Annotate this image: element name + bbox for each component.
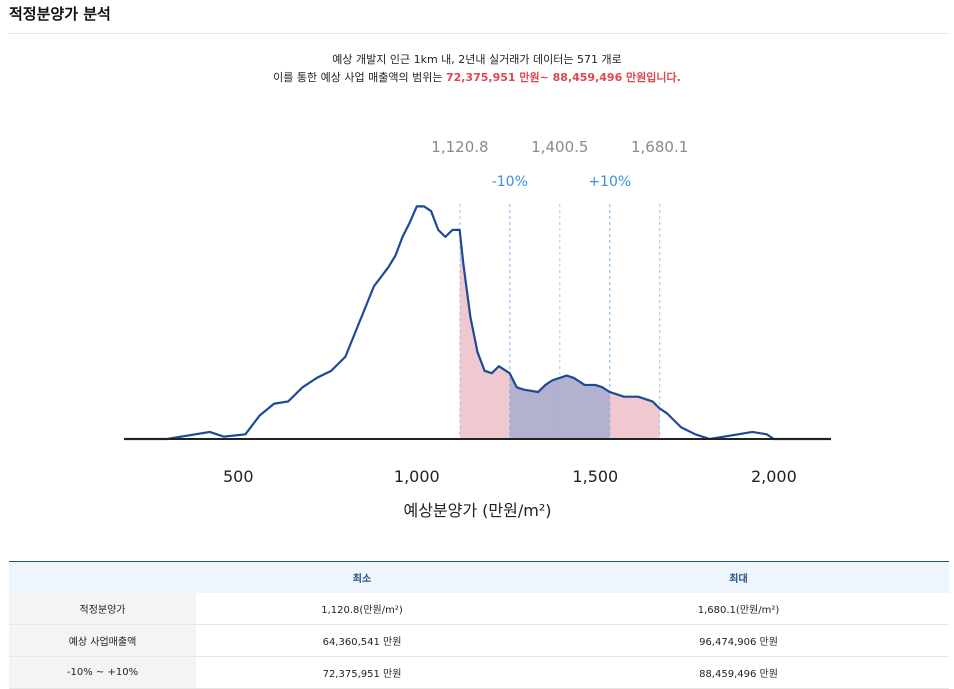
row-label: 적정분양가 bbox=[9, 593, 196, 625]
density-chart: 1,120.8 1,400.5 1,680.1 -10% +10% 500 1,000 1,5… bbox=[124, 138, 831, 520]
max-price-label: 1,680.1 bbox=[631, 138, 688, 156]
x-axis-title: 예상분양가 (만원/m²) bbox=[403, 501, 551, 520]
plus-10-label: +10% bbox=[588, 174, 631, 190]
analysis-table: 최소 최대 적정분양가 1,120.8(만원/m²) 1,680.1(만원/m²… bbox=[9, 561, 949, 689]
row-max-value: 1,680.1(만원/m²) bbox=[528, 593, 949, 625]
revenue-range-highlight: 72,375,951 만원~ 88,459,496 만원입니다. bbox=[445, 71, 681, 84]
plus-minus-10-area bbox=[509, 373, 610, 439]
x-tick-label: 500 bbox=[223, 467, 254, 486]
minus-10-label: -10% bbox=[492, 174, 528, 190]
table-row: 적정분양가 1,120.8(만원/m²) 1,680.1(만원/m²) bbox=[9, 593, 949, 625]
row-max-value: 88,459,496 만원 bbox=[528, 656, 949, 689]
mid-price-label: 1,400.5 bbox=[531, 138, 588, 156]
page-title: 적정분양가 분석 bbox=[9, 5, 111, 23]
table-row: 예상 사업매출액 64,360,541 만원 96,474,906 만원 bbox=[9, 624, 949, 657]
summary-line-2-prefix: 이를 통한 예상 사업 매출액의 범위는 bbox=[273, 71, 446, 84]
summary-line-1: 예상 개발지 인근 1km 내, 2년내 실거래가 데이터는 571 개로 bbox=[332, 53, 622, 66]
table-header-empty bbox=[9, 561, 196, 593]
summary-line-2: 이를 통한 예상 사업 매출액의 범위는 72,375,951 만원~ 88,4… bbox=[0, 69, 954, 87]
table-header-max: 최대 bbox=[528, 561, 949, 593]
x-tick-label: 1,000 bbox=[394, 467, 440, 486]
row-label: -10% ~ +10% bbox=[9, 656, 196, 689]
table-header-min: 최소 bbox=[196, 561, 528, 593]
table-row: -10% ~ +10% 72,375,951 만원 88,459,496 만원 bbox=[9, 656, 949, 689]
row-min-value: 72,375,951 만원 bbox=[196, 656, 528, 689]
x-tick-label: 2,000 bbox=[751, 467, 797, 486]
summary-text: 예상 개발지 인근 1km 내, 2년내 실거래가 데이터는 571 개로 이를… bbox=[0, 51, 954, 87]
min-price-label: 1,120.8 bbox=[431, 138, 488, 156]
density-curve bbox=[124, 205, 831, 441]
table-header-row: 최소 최대 bbox=[9, 561, 949, 593]
row-label: 예상 사업매출액 bbox=[9, 624, 196, 657]
row-min-value: 1,120.8(만원/m²) bbox=[196, 593, 528, 625]
title-divider bbox=[9, 33, 949, 34]
row-min-value: 64,360,541 만원 bbox=[196, 624, 528, 657]
row-max-value: 96,474,906 만원 bbox=[528, 624, 949, 657]
x-tick-label: 1,500 bbox=[572, 467, 618, 486]
